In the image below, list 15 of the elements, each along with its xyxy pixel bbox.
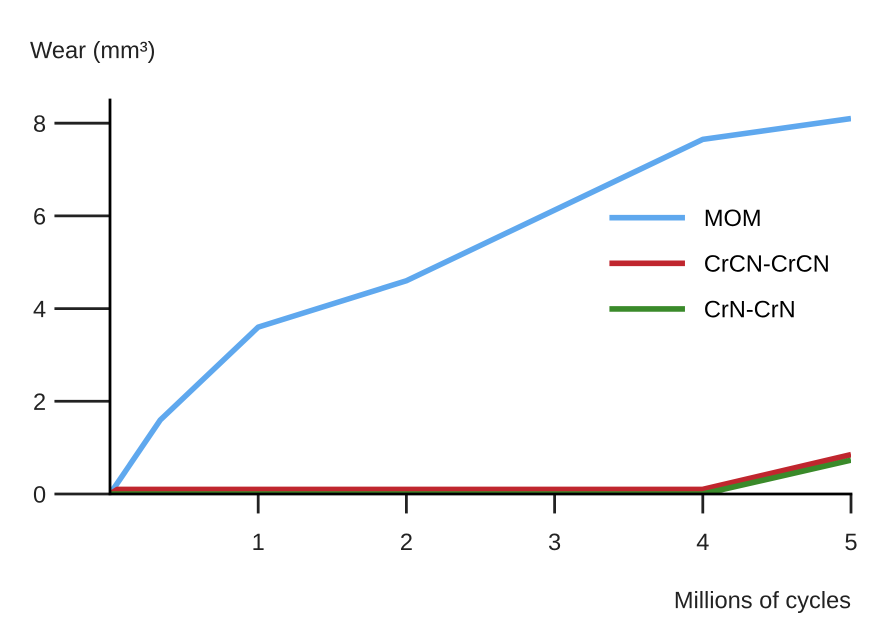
y-tick-label: 8 — [34, 115, 46, 132]
x-tick-label: 1 — [253, 534, 264, 550]
legend-label: CrN-CrN — [705, 300, 794, 318]
x-tick-label: 4 — [696, 534, 709, 550]
x-axis-title: Millions of cycles — [676, 590, 850, 614]
x-tick-label: 2 — [401, 534, 412, 550]
y-axis-title: Wear (mm³) — [30, 40, 154, 63]
legend-label: MOM — [706, 209, 760, 226]
y-tick-label: 4 — [34, 300, 46, 318]
legend-label: CrCN-CrCN — [705, 255, 828, 272]
x-tick-label: 5 — [845, 534, 857, 550]
y-tick-label: 0 — [34, 486, 46, 503]
y-tick-label: 6 — [34, 208, 46, 225]
y-tick-label: 2 — [34, 393, 45, 410]
x-tick-label: 3 — [548, 534, 560, 550]
